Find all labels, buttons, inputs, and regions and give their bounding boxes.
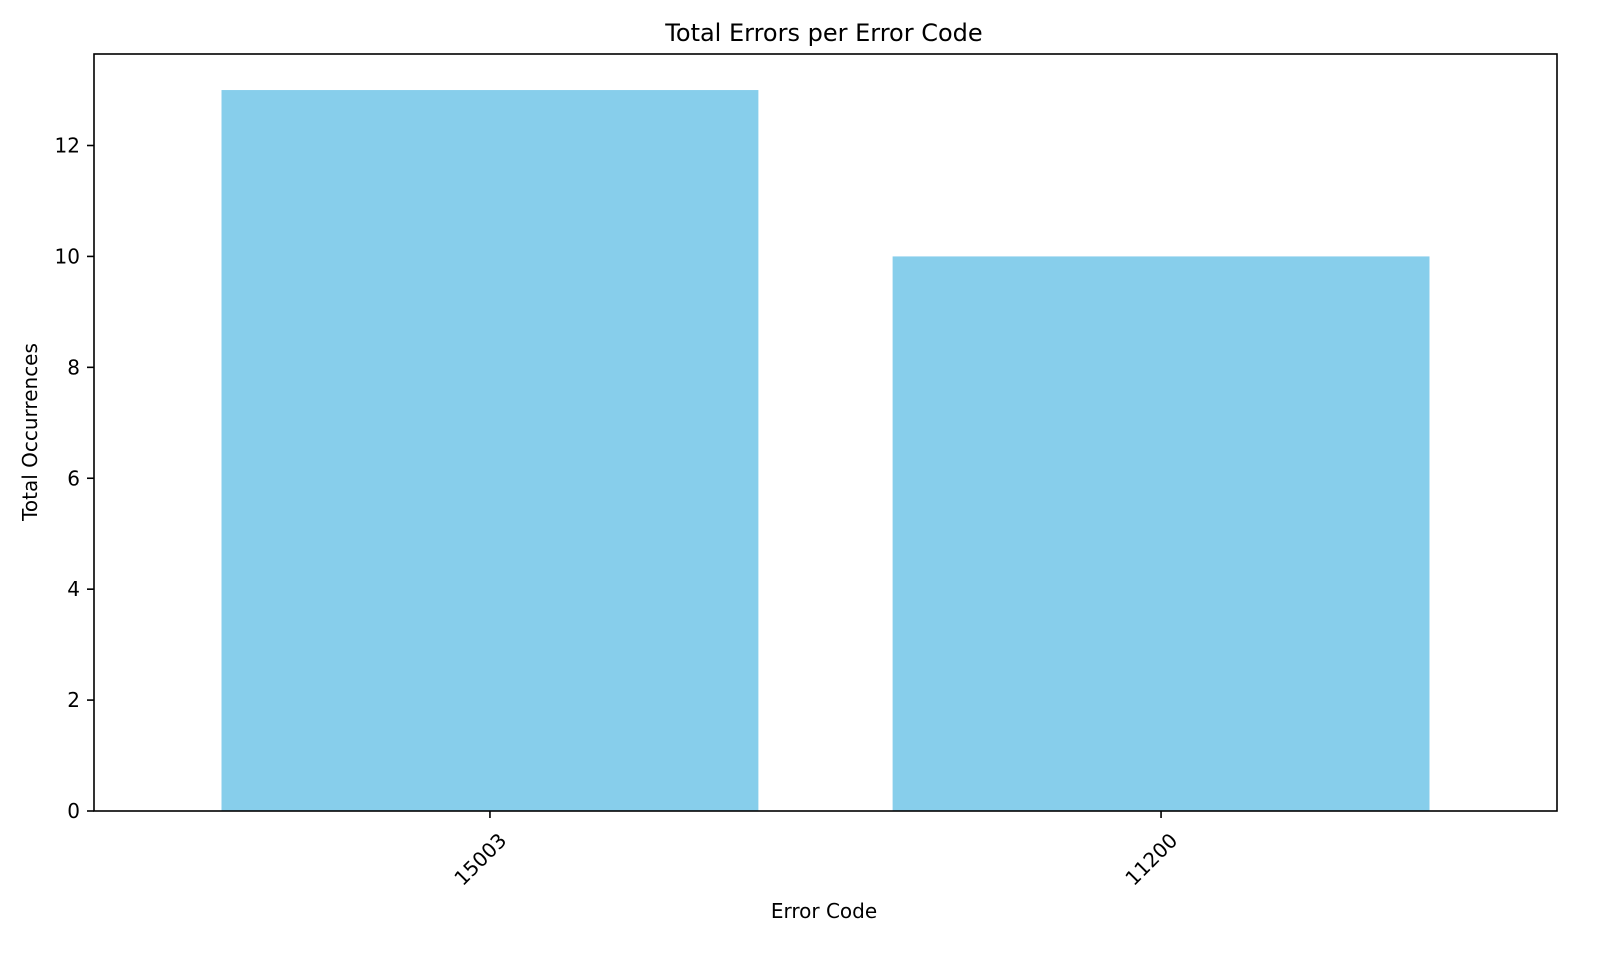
y-tick-label: 2 bbox=[67, 688, 80, 712]
x-tick-label-11200: 11200 bbox=[1120, 828, 1182, 890]
y-tick-label: 6 bbox=[67, 466, 80, 490]
x-axis: 15003 11200 bbox=[449, 811, 1182, 890]
y-tick-label: 12 bbox=[55, 134, 80, 158]
bar-15003 bbox=[221, 90, 759, 812]
chart-title: Total Errors per Error Code bbox=[664, 19, 982, 47]
plot-area-frame bbox=[93, 53, 1558, 812]
bars-group bbox=[221, 90, 1430, 812]
y-axis-label: Total Occurrences bbox=[18, 343, 42, 522]
x-tick-label-15003: 15003 bbox=[449, 828, 511, 890]
y-axis: 0 2 4 6 8 10 12 bbox=[55, 134, 94, 823]
y-tick-label: 0 bbox=[67, 799, 80, 823]
bar-11200 bbox=[892, 256, 1430, 811]
y-tick-label: 4 bbox=[67, 577, 80, 601]
y-tick-label: 10 bbox=[55, 244, 80, 268]
x-axis-label: Error Code bbox=[771, 899, 877, 923]
y-tick-label: 8 bbox=[67, 355, 80, 379]
